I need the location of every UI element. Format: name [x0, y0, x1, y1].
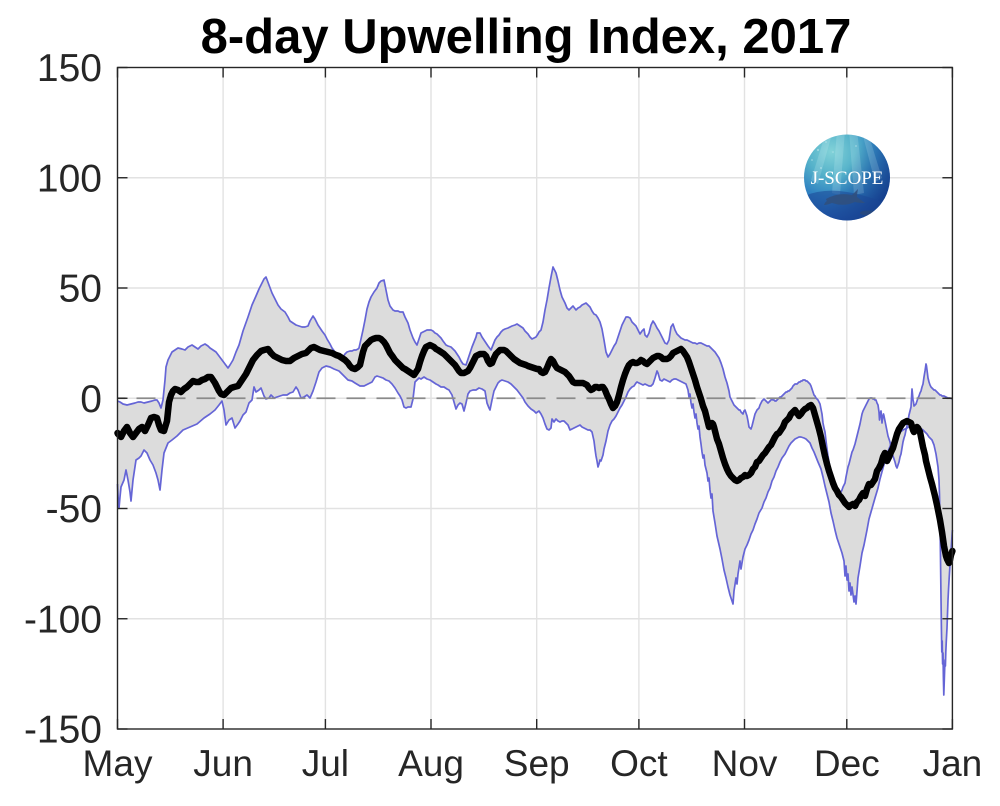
svg-text:Dec: Dec	[814, 743, 880, 784]
svg-text:Aug: Aug	[398, 743, 464, 784]
svg-text:Oct: Oct	[610, 743, 668, 784]
svg-text:0: 0	[80, 378, 102, 421]
svg-text:Jan: Jan	[923, 743, 983, 784]
svg-text:-150: -150	[24, 709, 102, 752]
svg-text:Jun: Jun	[193, 743, 253, 784]
svg-text:-50: -50	[46, 488, 102, 531]
svg-text:Jul: Jul	[302, 743, 349, 784]
svg-text:150: 150	[37, 47, 102, 90]
svg-text:100: 100	[37, 157, 102, 200]
svg-text:-100: -100	[24, 598, 102, 641]
svg-text:Nov: Nov	[712, 743, 778, 784]
svg-text:8-day Upwelling Index, 2017: 8-day Upwelling Index, 2017	[201, 10, 852, 64]
svg-text:50: 50	[59, 268, 102, 311]
svg-text:Sep: Sep	[504, 743, 570, 784]
svg-text:J-SCOPE: J-SCOPE	[811, 168, 884, 189]
svg-text:May: May	[83, 743, 153, 784]
